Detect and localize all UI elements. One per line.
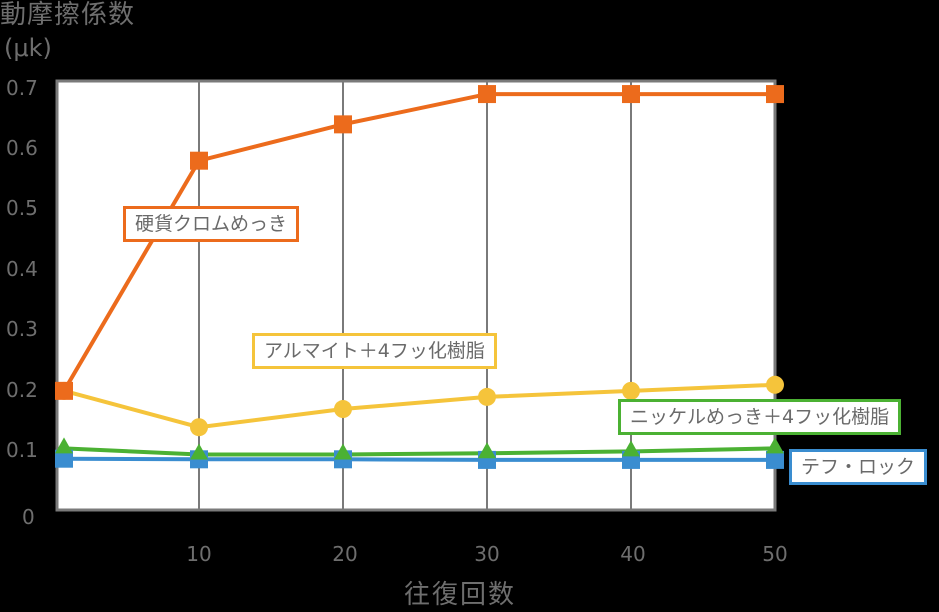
data-point-marker: [622, 440, 640, 457]
y-tick-label: 0.4: [6, 257, 38, 281]
series-line: [63, 382, 776, 430]
data-point-marker: [190, 151, 208, 170]
data-point-marker: [334, 400, 352, 419]
y-axis-title: 動摩擦係数: [0, 0, 136, 30]
data-point-marker: [766, 450, 784, 469]
y-tick-label: 0.7: [6, 76, 38, 100]
data-point-marker: [622, 381, 640, 400]
data-point-marker: [478, 442, 496, 459]
y-axis-unit: (μk): [4, 34, 52, 62]
series-label-nickel-ptfe: ニッケルめっき＋4フッ化樹脂: [618, 399, 902, 435]
series-line: [63, 456, 775, 462]
x-tick-label: 10: [186, 542, 212, 566]
x-tick-label: 40: [620, 542, 646, 566]
data-point-marker: [55, 437, 73, 454]
y-tick-label: 0.6: [6, 136, 38, 160]
data-point-marker: [334, 443, 352, 460]
data-point-marker: [766, 375, 784, 394]
data-point-marker: [190, 443, 208, 460]
series-label-hard-chrome: 硬貨クロムめっき: [123, 206, 300, 242]
data-point-marker: [478, 85, 496, 104]
vertical-gridlines: [198, 82, 632, 509]
series-line: [62, 92, 775, 392]
data-point-marker: [766, 437, 784, 454]
y-tick-label: 0.3: [6, 317, 38, 341]
series-lines: [62, 92, 776, 462]
x-tick-label: 30: [474, 542, 500, 566]
data-point-marker: [190, 418, 208, 437]
data-point-marker: [55, 381, 73, 400]
plot-area: [55, 79, 777, 512]
series-line: [63, 446, 776, 457]
y-tick-label: 0: [22, 505, 35, 529]
x-axis-title: 往復回数: [404, 580, 517, 610]
data-point-marker: [55, 449, 73, 468]
series-label-teflock: テフ・ロック: [789, 449, 928, 485]
y-tick-label: 0.2: [6, 378, 38, 402]
x-tick-label: 50: [762, 542, 788, 566]
data-point-marker: [478, 387, 496, 406]
data-point-marker: [622, 85, 640, 104]
x-tick-label: 20: [332, 542, 358, 566]
y-tick-label: 0.1: [6, 438, 38, 462]
data-point-marker: [766, 85, 784, 104]
data-point-marker: [334, 115, 352, 134]
series-label-alumite-ptfe: アルマイト＋4フッ化樹脂: [252, 333, 497, 369]
series-markers: [55, 85, 784, 469]
y-tick-label: 0.5: [6, 196, 38, 220]
